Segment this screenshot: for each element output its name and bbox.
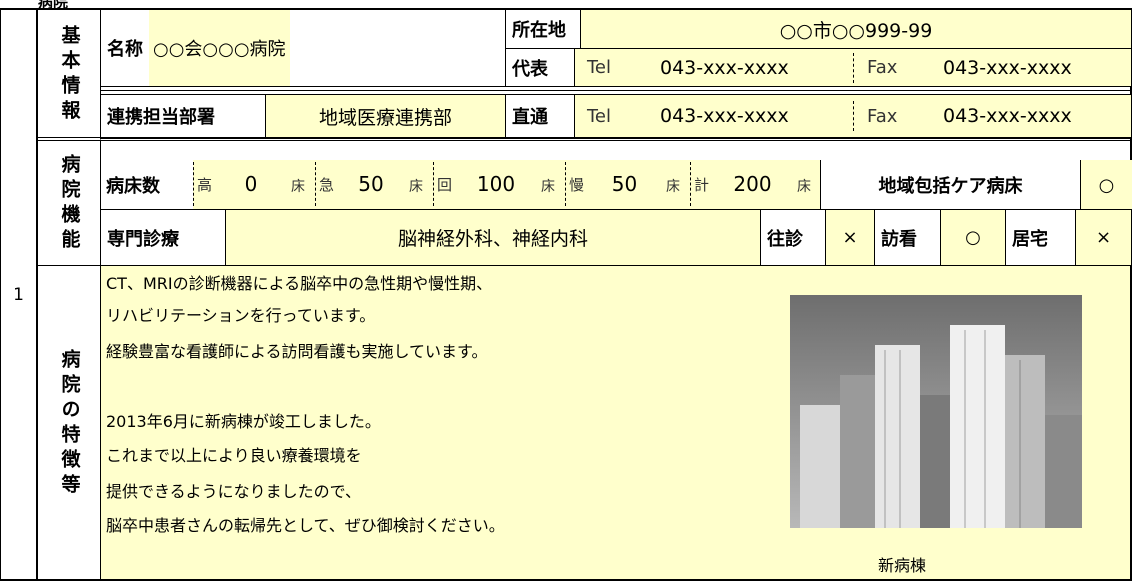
bed-type: 高 [197,176,213,194]
bed-type: 急 [319,176,335,194]
bed-count: 50 [611,172,638,196]
separator [565,162,566,206]
section-label: 病院の特徴等 [58,349,81,499]
home-care-value: × [1075,209,1132,266]
double-line [100,90,1132,91]
bed-type: 回 [437,176,453,194]
image-caption: 新病棟 [878,556,927,575]
name-cell: 名称 ○○会○○○病院 [100,8,506,87]
specialty-value: 脳神経外科、神経内科 [225,209,761,266]
home-visit-label: 往診 [760,209,826,266]
home-care-label: 居宅 [1005,209,1076,266]
separator [193,162,194,206]
community-care-value: ○ [1080,160,1132,210]
home-visit-value: × [825,209,875,266]
community-care-label: 地域包括ケア病床 [878,176,1023,197]
fax-label: Fax [867,105,898,127]
beds-values: 高 0 床急 50 床回 100 床慢 50 床計 200 床 [193,160,821,210]
bed-count: 50 [358,172,384,196]
bed-count: 100 [476,172,516,196]
separator [853,101,854,131]
bed-unit: 床 [666,179,680,195]
location-value: ○○市○○999-99 [580,8,1132,49]
fax-label: Fax [867,57,898,78]
basic-label-cell: 基本情報 [36,8,101,138]
fax-value: 043-xxx-xxxx [943,56,1072,79]
fax-value: 043-xxx-xxxx [943,105,1072,127]
visiting-nursing-label: 訪看 [874,209,941,266]
name-value: ○○会○○○病院 [149,10,290,86]
features-label-cell: 病院の特徴等 [36,265,101,581]
name-label: 名称 [107,39,143,60]
bed-type: 慢 [569,176,585,194]
function-label-cell: 病院機能 [36,140,101,266]
row-number: 1 [0,8,37,581]
rep-row: Tel 043-xxx-xxxx Fax 043-xxx-xxxx [574,48,1132,87]
liaison-value: 地域医療連携部 [265,94,506,138]
direct-label: 直通 [505,94,575,138]
bed-count: 0 [244,172,258,196]
beds-label: 病床数 [106,176,160,197]
bed-count: 200 [733,172,772,196]
feature-line: これまで以上により良い療養環境を [106,446,362,465]
section-label: 基本情報 [58,25,81,125]
section-label: 病院機能 [58,154,81,254]
feature-line: CT、MRIの診断機器による脳卒中の急性期や慢性期、 [106,274,493,293]
feature-line: 経験豊富な看護師による訪問看護も実施しています。 [106,342,488,361]
bed-unit: 床 [291,179,305,195]
direct-row: Tel 043-xxx-xxxx Fax 043-xxx-xxxx [574,94,1132,138]
specialty-label: 専門診療 [100,209,226,266]
visiting-nursing-value: ○ [940,209,1006,266]
separator [690,162,691,206]
location-label: 所在地 [505,8,581,49]
bed-unit: 床 [797,179,811,195]
bed-unit: 床 [409,179,423,195]
feature-line: 脳卒中患者さんの転帰先として、ぜひ御検討ください。 [106,516,505,535]
separator [315,162,316,206]
liaison-label: 連携担当部署 [100,94,266,138]
building-photo [790,295,1082,528]
rep-label: 代表 [505,48,575,87]
tel-value: 043-xxx-xxxx [660,105,789,127]
tel-value: 043-xxx-xxxx [660,56,789,79]
bed-unit: 床 [541,179,555,195]
tel-label: Tel [587,57,612,78]
feature-line: 提供できるようになりましたので、 [106,482,362,501]
bed-type: 計 [694,176,710,194]
feature-line: 2013年6月に新病棟が竣工しました。 [106,412,381,431]
separator [853,53,854,83]
separator [433,162,434,206]
tel-label: Tel [587,105,612,127]
feature-line: リハビリテーションを行っています。 [106,306,376,325]
top-label: 病院 [38,0,69,11]
